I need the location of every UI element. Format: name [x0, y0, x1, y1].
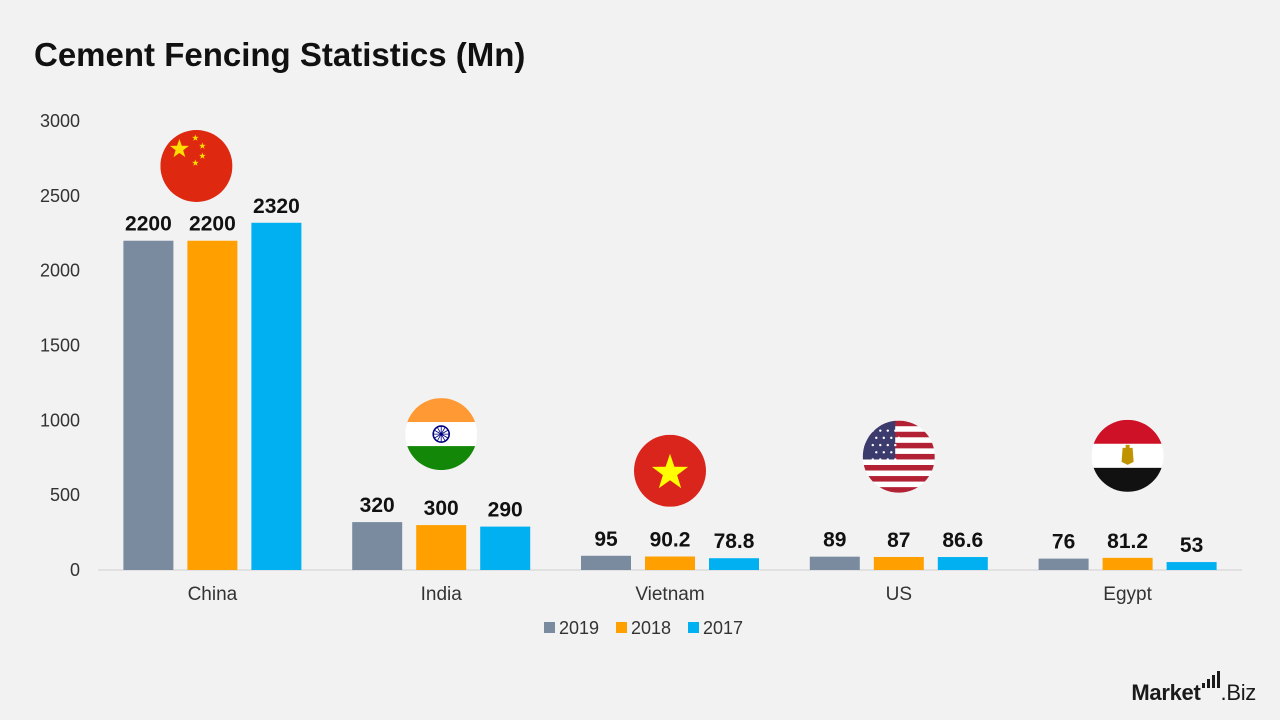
bar: [873, 556, 924, 570]
data-label: 95: [594, 528, 618, 551]
data-label: 2200: [125, 213, 172, 236]
india-flag-icon: [405, 398, 478, 471]
data-label: 290: [488, 499, 523, 522]
data-label: 86.6: [942, 529, 983, 552]
legend: 2019 2018 2017: [544, 618, 743, 638]
flag-icons: [160, 130, 1164, 507]
bar: [809, 556, 860, 570]
bar: [416, 525, 467, 570]
bar: [937, 557, 988, 570]
y-tick-label: 500: [50, 485, 80, 505]
x-tick-label: Vietnam: [635, 584, 704, 605]
legend-swatch: [616, 622, 627, 633]
x-tick-label: China: [188, 584, 238, 605]
bar: [480, 526, 531, 570]
data-label: 2200: [189, 213, 236, 236]
egypt-flag-icon: [1091, 419, 1164, 492]
bar: [645, 556, 695, 570]
marketbiz-logo: Market .Biz: [1131, 671, 1256, 706]
bar: [251, 222, 302, 571]
data-label: 78.8: [714, 530, 755, 553]
vietnam-flag-icon: [634, 434, 706, 507]
legend-item: 2019: [544, 618, 599, 638]
bar-series: [123, 222, 1217, 571]
bar: [709, 558, 759, 570]
y-tick-label: 1500: [40, 336, 80, 356]
x-tick-label: US: [886, 584, 912, 605]
data-label: 89: [823, 529, 846, 552]
legend-label: 2017: [703, 618, 743, 638]
bar: [1038, 558, 1089, 570]
bar: [1166, 562, 1217, 570]
data-label: 2320: [253, 195, 300, 218]
china-flag-icon: [160, 130, 233, 202]
bar: [1102, 557, 1153, 570]
legend-label: 2018: [631, 618, 671, 638]
legend-item: 2017: [688, 618, 743, 638]
legend-swatch: [544, 622, 555, 633]
data-label: 90.2: [650, 529, 691, 552]
data-label: 53: [1180, 534, 1203, 557]
y-tick-label: 0: [70, 560, 80, 580]
y-axis: 0 500 1000 1500 2000 2500 3000: [40, 111, 80, 580]
y-tick-label: 3000: [40, 111, 80, 131]
bar: [581, 555, 631, 570]
data-labels: 2200 2200 2320 320 300 290 95 90.2 78.8 89 87 86.6 7…: [125, 195, 1203, 557]
chart-title: Cement Fencing Statistics (Mn): [34, 36, 526, 73]
data-label: 76: [1052, 531, 1075, 554]
y-tick-label: 2000: [40, 261, 80, 281]
data-label: 300: [424, 497, 459, 520]
data-label: 87: [887, 529, 910, 552]
x-tick-label: Egypt: [1103, 584, 1152, 605]
data-label: 320: [360, 494, 395, 517]
data-label: 81.2: [1107, 530, 1148, 553]
logo-suffix-text: .Biz: [1220, 680, 1257, 705]
y-tick-label: 2500: [40, 186, 80, 206]
x-tick-label: India: [421, 584, 463, 605]
x-axis: China India Vietnam US Egypt: [188, 584, 1153, 605]
y-tick-label: 1000: [40, 410, 80, 430]
legend-swatch: [688, 622, 699, 633]
bar: [187, 240, 238, 570]
us-flag-icon: [862, 420, 935, 493]
legend-item: 2018: [616, 618, 671, 638]
legend-label: 2019: [559, 618, 599, 638]
logo-bars-icon: [1201, 671, 1220, 688]
bar: [123, 240, 174, 570]
logo-main-text: Market: [1131, 680, 1201, 705]
bar: [352, 522, 403, 570]
